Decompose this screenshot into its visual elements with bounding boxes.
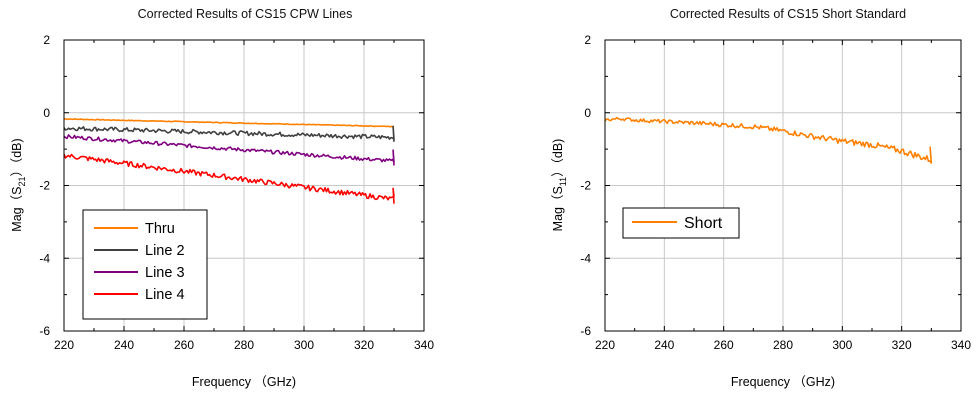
chart-left-xtick-label: 260	[174, 338, 194, 352]
chart-left-xtick-label: 340	[414, 338, 434, 352]
chart-left-ytick-label: -2	[39, 179, 50, 193]
chart-left-legend: Thru Line 2 Line 3 Line 4	[82, 209, 208, 320]
chart-right-series-line-short	[604, 116, 933, 164]
chart-left-ytick-label: 0	[43, 106, 50, 120]
chart-right-xtick-label: 320	[892, 338, 912, 352]
chart-left-xtick-label: 220	[54, 338, 74, 352]
chart-left-legend-label: Line 2	[145, 243, 185, 259]
chart-left-xtick-label: 240	[114, 338, 134, 352]
chart-left-ytick-label: -6	[39, 324, 50, 338]
chart-left-title: Corrected Results of CS15 CPW Lines	[138, 7, 353, 21]
chart-left-series-line-thru	[64, 118, 395, 128]
chart-right-xlabel: Frequency （GHz)	[731, 375, 835, 389]
chart-left-series-line-line-3	[63, 134, 395, 166]
chart-left: Corrected Results of CS15 CPW Lines 220 2…	[10, 7, 434, 389]
chart-right-xtick-label: 240	[654, 338, 674, 352]
chart-right-xtick-label: 280	[773, 338, 793, 352]
chart-right-title: Corrected Results of CS15 Short Standard	[670, 7, 906, 21]
chart-right: Corrected Results of CS15 Short Standard…	[551, 7, 971, 389]
chart-right-ytick-label: 2	[584, 33, 591, 47]
chart-left-ylabel: Mag（S21）（dB)	[10, 138, 27, 231]
chart-right-ytick-label: 0	[584, 106, 591, 120]
chart-right-legend: Short	[622, 207, 740, 239]
chart-left-ytick-label: 2	[43, 33, 50, 47]
chart-right-xtick-label: 300	[832, 338, 852, 352]
chart-left-xtick-label: 300	[294, 338, 314, 352]
chart-right-ytick-label: -2	[580, 179, 591, 193]
chart-right-xtick-label: 340	[951, 338, 971, 352]
chart-right-ytick-label: -4	[580, 251, 591, 265]
chart-left-ticks: 220 240 260 280 300 320 340 2 0 -2 -4 -6	[39, 33, 434, 352]
chart-left-legend-label: Thru	[145, 221, 175, 237]
chart-right-grid	[605, 40, 961, 331]
chart-left-xtick-label: 280	[234, 338, 254, 352]
chart-right-ylabel: Mag（S11）（dB)	[551, 139, 568, 232]
chart-right-ticks: 220 240 260 280 300 320 340 2 0 -2 -4 -6	[580, 33, 971, 352]
chart-right-series-group	[604, 116, 933, 164]
chart-left-series-group	[63, 118, 395, 204]
chart-left-series-line-line-2	[63, 125, 395, 142]
chart-left-legend-label: Line 4	[145, 287, 185, 303]
chart-right-legend-label: Short	[684, 215, 723, 232]
chart-right-xtick-label: 220	[595, 338, 615, 352]
chart-right-ytick-label: -6	[580, 324, 591, 338]
chart-left-xtick-label: 320	[354, 338, 374, 352]
chart-right-xtick-label: 260	[714, 338, 734, 352]
chart-left-xlabel: Frequency （GHz)	[192, 375, 296, 389]
chart-left-ytick-label: -4	[39, 251, 50, 265]
chart-left-series-line-line-4	[63, 153, 395, 204]
chart-left-legend-label: Line 3	[145, 265, 185, 281]
